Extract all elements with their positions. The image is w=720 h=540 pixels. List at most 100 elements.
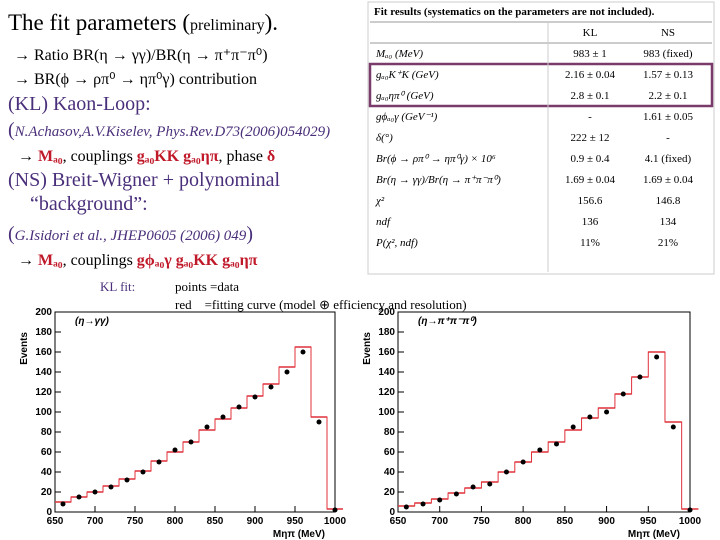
data-point: [403, 504, 409, 510]
table-cell: gₐ₀ηπ⁰ (GeV): [376, 90, 434, 102]
table-cell: ndf: [376, 216, 392, 228]
table-cell: δ(°): [376, 132, 393, 144]
table-header: KL: [583, 27, 598, 39]
data-point: [453, 491, 459, 497]
data-point: [76, 494, 82, 500]
data-point: [172, 447, 178, 453]
table-cell: χ²: [375, 195, 385, 207]
bullet-part: , couplings: [63, 148, 137, 165]
title-part: preliminary: [190, 17, 265, 34]
y-tick-label: 200: [378, 307, 395, 318]
model-heading: (KL) Kaon-Loop:: [8, 93, 151, 115]
y-tick-label: 140: [378, 367, 395, 378]
x-tick-label: 900: [247, 516, 264, 527]
data-point: [570, 424, 576, 430]
table-caption: Fit results (systematics on the paramete…: [374, 6, 655, 18]
data-point: [140, 469, 146, 475]
y-tick-label: 80: [41, 427, 53, 438]
data-point: [437, 497, 443, 503]
data-point: [220, 414, 226, 420]
x-tick-label: 950: [640, 516, 657, 527]
x-tick-label: 650: [390, 516, 407, 527]
fit-connector: [398, 351, 699, 510]
data-point: [620, 391, 626, 397]
table-cell: 2.16 ± 0.04: [565, 69, 616, 81]
plot-frame: [397, 311, 691, 513]
x-tick-label: 900: [598, 516, 615, 527]
data-point: [108, 484, 114, 490]
y-tick-label: 100: [35, 407, 52, 418]
x-tick-label: 1000: [324, 516, 347, 527]
table-cell: -: [588, 111, 592, 123]
y-tick-label: 160: [378, 347, 395, 358]
plot-frame: [54, 311, 336, 513]
data-point: [268, 384, 274, 390]
table-cell: Br(ϕ → ρπ⁰ → ηπ⁰γ) × 10⁶: [376, 153, 496, 165]
citation-part: G.Isidori et al., JHEP0605 (2006) 049: [15, 228, 247, 244]
x-tick-label: 800: [515, 516, 532, 527]
data-point: [503, 469, 509, 475]
note: red =fitting curve (model ⊕ efficiency a…: [175, 297, 467, 312]
bullet: → Mₐ₀, couplings gϕₐ₀γ gₐ₀KK gₐ₀ηπ: [18, 252, 258, 269]
data-point: [124, 477, 130, 483]
citation-part: N.Achasov,A.V.Kiselev, Phys.Rev.D73(2006…: [14, 124, 330, 140]
plot-title: (η→γγ): [75, 316, 110, 327]
y-tick-label: 120: [378, 387, 395, 398]
data-point: [236, 404, 242, 410]
data-point: [687, 507, 693, 513]
bullet-part: , couplings: [63, 252, 137, 269]
x-axis-label: Mηπ (MeV): [628, 529, 680, 540]
y-tick-label: 180: [378, 327, 395, 338]
y-tick-label: 0: [389, 507, 395, 518]
highlight-box: [368, 62, 714, 108]
table-cell: gₐ₀K⁺K (GeV): [376, 69, 439, 81]
table-cell: P(χ², ndf): [375, 237, 418, 249]
bullet-part: δ: [267, 148, 275, 165]
data-point: [332, 507, 338, 513]
citation-part: ): [246, 223, 253, 245]
table-cell: -: [666, 132, 670, 144]
bullet-part: gϕₐ₀γ gₐ₀KK gₐ₀ηπ: [137, 252, 258, 269]
data-point: [156, 459, 162, 465]
y-tick-label: 0: [46, 507, 52, 518]
table-cell: 1.61 ± 0.05: [643, 111, 694, 123]
x-tick-label: 700: [87, 516, 104, 527]
table-cell: 983 ± 1: [573, 48, 607, 60]
data-point: [188, 439, 194, 445]
x-tick-label: 700: [431, 516, 448, 527]
data-point: [252, 394, 258, 400]
data-point: [520, 459, 526, 465]
note: points =data: [175, 279, 239, 294]
bullet-part: , phase: [218, 148, 266, 165]
data-point: [92, 489, 98, 495]
y-axis-label: Events: [19, 332, 30, 365]
table-cell: 156.6: [578, 195, 603, 207]
data-point: [537, 447, 543, 453]
bullet-part: Mₐ₀: [38, 252, 63, 269]
y-tick-label: 100: [378, 407, 395, 418]
citation-part: (: [8, 223, 15, 245]
table-cell: 4.1 (fixed): [645, 153, 692, 165]
bullet-part: →: [18, 252, 38, 269]
data-point: [487, 481, 493, 487]
y-axis-label: Events: [362, 332, 373, 365]
bullet-part: Mₐ₀: [38, 148, 63, 165]
data-point: [284, 369, 290, 375]
table-cell: 2.8 ± 0.1: [570, 90, 609, 102]
title-part: ).: [265, 10, 278, 35]
bullet-part: →: [18, 148, 38, 165]
table-cell: 1.69 ± 0.04: [565, 174, 616, 186]
table-cell: 146.8: [656, 195, 681, 207]
table-cell: 11%: [580, 237, 600, 249]
x-tick-label: 950: [287, 516, 304, 527]
table-cell: 1.57 ± 0.13: [643, 69, 694, 81]
model-heading: (NS) Breit-Wigner + polynominal: [8, 169, 281, 191]
citation: (N.Achasov,A.V.Kiselev, Phys.Rev.D73(200…: [8, 119, 330, 141]
y-tick-label: 60: [41, 447, 53, 458]
table-cell: gϕₐ₀γ (GeV⁻¹): [376, 111, 438, 123]
data-point: [60, 501, 66, 507]
data-point: [670, 424, 676, 430]
y-tick-label: 160: [35, 347, 52, 358]
y-tick-label: 140: [35, 367, 52, 378]
